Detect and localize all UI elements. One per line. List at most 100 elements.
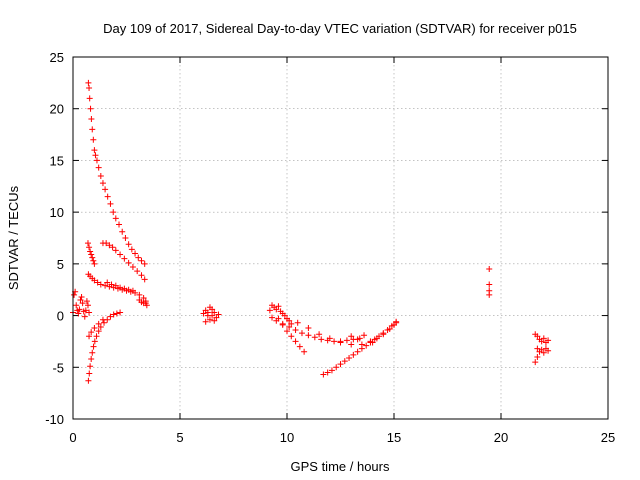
data-point [108,281,115,288]
data-point [125,241,132,248]
data-point [292,327,299,334]
data-point [281,312,288,319]
data-point [85,79,92,86]
data-point [284,328,290,335]
data-point [132,250,139,257]
data-point [97,323,104,330]
data-point [91,324,98,331]
data-point [91,338,98,345]
data-point [326,335,333,342]
data-point [84,240,91,247]
data-point [206,304,213,311]
data-point [93,157,100,164]
data-point [311,334,318,341]
data-point [89,349,96,356]
data-point [95,320,102,327]
x-tick-label: 5 [176,430,183,445]
data-point [99,180,106,187]
data-point [136,291,143,298]
data-point [107,200,114,207]
data-point [125,259,132,266]
data-point [84,302,91,309]
grid-lines [73,57,608,419]
data-point [363,342,370,349]
y-tick-label: -5 [52,360,64,375]
data-point [103,240,110,247]
data-point [486,291,493,298]
data-point [121,255,128,262]
data-point [90,343,97,350]
data-point [324,369,331,376]
data-point [269,314,276,321]
data-point [82,307,89,314]
x-axis-label: GPS time / hours [291,459,390,474]
data-point [367,338,374,345]
data-point [138,272,145,279]
data-point [292,338,299,345]
y-tick-label: 25 [50,50,64,65]
data-point [77,297,84,304]
data-point [361,332,368,339]
y-tick-label: -10 [45,412,64,427]
data-points [70,79,552,384]
data-point [273,306,280,313]
data-point [87,363,94,370]
data-point [534,353,541,360]
data-point [346,354,353,361]
data-point [117,284,124,291]
data-point [204,309,211,316]
data-point [81,313,88,320]
data-point [113,310,120,317]
data-point [288,320,295,327]
data-point [88,116,95,123]
data-point [110,209,117,216]
data-point [117,309,124,316]
data-point [486,266,493,273]
data-point [354,348,361,355]
data-point [109,244,116,251]
data-point [286,323,293,330]
chart-title: Day 109 of 2017, Sidereal Day-to-day VTE… [103,21,577,36]
data-point [86,309,93,316]
data-point [87,248,94,255]
data-point [140,294,147,301]
data-point [101,319,108,326]
data-point [343,337,350,344]
data-point [87,105,94,112]
data-point [112,282,119,289]
data-point [91,147,98,154]
data-point [341,358,348,365]
data-point [538,338,545,345]
x-tick-label: 25 [601,430,615,445]
data-point [90,257,97,264]
data-point [211,317,218,324]
data-point [86,370,93,377]
data-point [298,330,305,337]
data-point [354,336,361,343]
data-point [94,279,101,286]
data-point [76,306,83,313]
data-point [97,281,104,288]
data-point [85,377,92,384]
data-point [138,257,145,264]
data-point [119,228,126,235]
data-point [89,126,96,133]
data-point [78,293,85,300]
data-point [279,321,286,328]
data-point [337,339,344,346]
data-point [141,276,148,283]
data-point [215,311,222,318]
data-point [106,242,113,249]
data-point [386,326,393,333]
data-point [305,324,312,331]
y-tick-label: 5 [57,257,64,272]
data-point [331,338,338,345]
data-point [540,349,547,356]
data-point [301,348,308,355]
data-point [348,333,355,340]
data-point [86,85,93,92]
data-point [318,336,325,343]
data-point [393,318,400,325]
data-point [88,356,95,363]
